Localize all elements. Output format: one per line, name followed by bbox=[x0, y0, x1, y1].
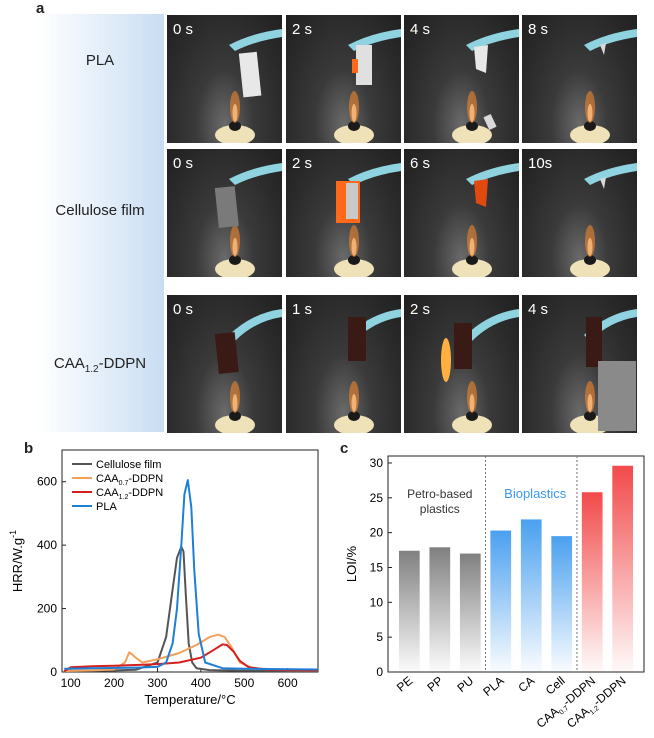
x-tick-label: 100 bbox=[61, 676, 81, 690]
x-tick-label: 600 bbox=[278, 676, 298, 690]
x-axis-label: Temperature/°C bbox=[144, 692, 235, 707]
legend-label: CAA0.7-DDPN bbox=[96, 473, 163, 487]
elapsed-time-label: 4 s bbox=[528, 301, 549, 318]
bar bbox=[581, 492, 603, 672]
series-line bbox=[64, 545, 318, 672]
elapsed-time-label: 2 s bbox=[292, 21, 313, 38]
burner-flame-illustration bbox=[214, 309, 282, 433]
row-label-0: PLA bbox=[36, 52, 164, 69]
elapsed-time-label: 10s bbox=[528, 155, 553, 172]
series-line bbox=[64, 479, 319, 671]
row-label-1: Cellulose film bbox=[36, 202, 164, 219]
x-tick-label: PU bbox=[454, 674, 476, 695]
panel-b-letter: b bbox=[24, 440, 34, 457]
y-tick-label: 400 bbox=[37, 538, 57, 552]
elapsed-time-label: 1 s bbox=[292, 301, 313, 318]
burn-photo: 4 s bbox=[522, 295, 637, 433]
elapsed-time-label: 0 s bbox=[173, 301, 194, 318]
y-tick-label: 15 bbox=[370, 560, 384, 574]
row-label-tail: -DDPN bbox=[98, 355, 147, 372]
plot-frame bbox=[61, 449, 319, 673]
burner-flame-illustration bbox=[452, 163, 519, 277]
burn-photo: 0 s bbox=[167, 149, 282, 277]
y-tick-label: 25 bbox=[370, 491, 384, 505]
burn-photo: 8 s bbox=[522, 15, 637, 143]
burn-photo: 2 s bbox=[286, 15, 401, 143]
burner-flame-illustration bbox=[452, 29, 519, 143]
panel-a-sidebar bbox=[36, 14, 164, 432]
bar bbox=[490, 530, 512, 672]
burn-photo: 6 s bbox=[404, 149, 519, 277]
legend-label: PLA bbox=[96, 501, 117, 513]
y-tick-label: 0 bbox=[376, 665, 383, 679]
hrr-line-chart: 100 200 300 400 500 600 0 200 400 600 Temperature/… bbox=[8, 449, 319, 707]
elapsed-time-label: 6 s bbox=[410, 155, 431, 172]
x-tick-label: 400 bbox=[191, 676, 211, 690]
elapsed-time-label: 0 s bbox=[173, 21, 194, 38]
group-label: plastics bbox=[420, 502, 460, 516]
x-tick-label: 300 bbox=[147, 676, 167, 690]
bar bbox=[398, 550, 420, 672]
bar bbox=[612, 465, 634, 672]
y-tick-label: 20 bbox=[370, 526, 384, 540]
burn-photo: 4 s bbox=[404, 15, 519, 143]
burn-photo: 2 s bbox=[286, 149, 401, 277]
burn-photo: 0 s bbox=[167, 295, 282, 433]
group-label: Petro-based bbox=[407, 487, 472, 501]
y-tick-label: 600 bbox=[37, 475, 57, 489]
burn-photo: 10s bbox=[522, 149, 637, 277]
legend-label: Cellulose film bbox=[96, 459, 161, 471]
burn-photo: 1 s bbox=[286, 295, 401, 433]
elapsed-time-label: 2 s bbox=[292, 155, 313, 172]
x-tick-label: PE bbox=[394, 674, 415, 695]
y-axis-label: LOI/% bbox=[344, 545, 359, 582]
row-label-2: CAA1.2-DDPN bbox=[36, 355, 164, 375]
burn-photo: 0 s bbox=[167, 15, 282, 143]
burner-flame-illustration bbox=[334, 29, 401, 143]
y-tick-label: 5 bbox=[376, 630, 383, 644]
bar bbox=[520, 519, 542, 672]
elapsed-time-label: 2 s bbox=[410, 301, 431, 318]
x-tick-label: CA bbox=[515, 674, 537, 695]
row-label-text: CAA bbox=[53, 355, 85, 372]
panel-a-letter: a bbox=[36, 0, 45, 17]
y-axis-label: HRR/W.g-1 bbox=[8, 530, 25, 592]
plot-frame bbox=[387, 455, 645, 673]
panel-c-letter: c bbox=[340, 440, 349, 457]
bar bbox=[459, 553, 481, 672]
row-label-subscript: 1.2 bbox=[84, 364, 99, 375]
row-label-text: PLA bbox=[85, 52, 115, 69]
bar bbox=[551, 536, 573, 672]
y-tick-label: 10 bbox=[370, 595, 384, 609]
burner-flame-illustration bbox=[334, 163, 401, 277]
burner-flame-illustration bbox=[214, 163, 282, 277]
burn-photo: 2 s bbox=[404, 295, 519, 433]
elapsed-time-label: 4 s bbox=[410, 21, 431, 38]
bar bbox=[429, 547, 451, 672]
y-tick-label: 0 bbox=[50, 665, 57, 679]
burner-flame-illustration bbox=[570, 163, 637, 277]
y-tick-label: 30 bbox=[370, 456, 384, 470]
x-tick-label: 200 bbox=[104, 676, 124, 690]
elapsed-time-label: 8 s bbox=[528, 21, 549, 38]
x-tick-label: PLA bbox=[480, 674, 506, 699]
burner-flame-illustration bbox=[334, 309, 401, 433]
burner-flame-illustration bbox=[570, 29, 637, 143]
burner-flame-illustration bbox=[441, 309, 519, 433]
burner-flame-illustration bbox=[215, 29, 282, 143]
legend-label: CAA1.2-DDPN bbox=[96, 487, 163, 501]
series-line bbox=[64, 633, 319, 672]
group-label: Bioplastics bbox=[504, 486, 567, 501]
x-tick-label: PP bbox=[424, 674, 445, 695]
y-tick-label: 200 bbox=[37, 602, 57, 616]
elapsed-time-label: 0 s bbox=[173, 155, 194, 172]
row-label-text: Cellulose film bbox=[55, 202, 145, 219]
x-tick-label: 500 bbox=[234, 676, 254, 690]
burner-flame-illustration bbox=[570, 309, 637, 433]
